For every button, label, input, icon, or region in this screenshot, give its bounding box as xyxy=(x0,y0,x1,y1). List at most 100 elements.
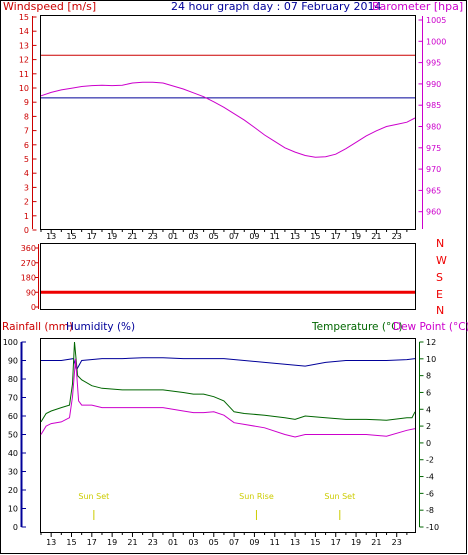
barometer-tick-label: 970 xyxy=(426,165,441,174)
x-axis-top-label: 13 xyxy=(290,232,300,241)
humidity-tick-label: 50 xyxy=(8,431,18,440)
humidity-tick-label: 90 xyxy=(8,357,18,366)
x-axis-top-label: 01 xyxy=(168,232,178,241)
humidity-label: Humidity (%) xyxy=(66,321,135,333)
temperature-tick-label: -8 xyxy=(426,506,434,515)
temperature-line xyxy=(40,341,416,423)
windspeed-tick-label: 5 xyxy=(24,155,29,164)
x-axis-top-label: 17 xyxy=(87,232,97,241)
windspeed-label: Windspeed [m/s] xyxy=(3,0,96,13)
humidity-tick-label: 100 xyxy=(3,338,18,347)
barometer-tick-label: 965 xyxy=(426,186,441,195)
barometer-label: Barometer [hpa] xyxy=(372,0,463,13)
barometer-tick-label: 960 xyxy=(426,208,441,217)
x-axis-bottom-label: 01 xyxy=(168,538,178,547)
panel-wind-pressure-series xyxy=(40,54,416,158)
windspeed-tick-label: 14 xyxy=(19,27,29,36)
windspeed-tick-label: 13 xyxy=(19,41,29,50)
wind-direction-axis: 360 270 180 90 0 xyxy=(21,244,39,312)
x-axis-top-label: 03 xyxy=(188,232,198,241)
x-axis-top-label: 07 xyxy=(229,232,239,241)
compass-label: S xyxy=(436,271,443,284)
humidity-axis: 0 10 20 30 40 50 60 70 80 90 100 xyxy=(3,338,26,532)
humidity-tick-label: 80 xyxy=(8,375,18,384)
humidity-tick-label: 30 xyxy=(8,468,18,477)
windspeed-tick-label: 15 xyxy=(19,13,29,22)
direction-tick-label: 360 xyxy=(21,244,36,253)
compass-label: E xyxy=(436,288,443,301)
dewpoint-line xyxy=(40,358,416,438)
barometer-tick-label: 990 xyxy=(426,80,441,89)
x-axis-bottom-label: 11 xyxy=(270,538,280,547)
x-axis-top-label: 17 xyxy=(331,232,341,241)
x-axis-bottom-label: 13 xyxy=(46,538,56,547)
humidity-tick-label: 40 xyxy=(8,449,18,458)
rainfall-label: Rainfall (mm) xyxy=(2,321,73,333)
panel-wind-direction xyxy=(40,243,416,310)
dewpoint-label: Dew Point (°C) xyxy=(393,321,468,333)
humidity-tick-label: 60 xyxy=(8,412,18,421)
compass-label: N xyxy=(436,304,444,317)
windspeed-tick-label: 11 xyxy=(19,70,29,79)
x-axis-top-label: 19 xyxy=(107,232,117,241)
x-axis-bottom-label: 03 xyxy=(188,538,198,547)
x-axis-top-label: 11 xyxy=(270,232,280,241)
x-axis-top-label: 23 xyxy=(148,232,158,241)
temperature-tick-label: 2 xyxy=(426,422,431,431)
humidity-tick-label: 10 xyxy=(8,505,18,514)
x-axis-top-label: 15 xyxy=(310,232,320,241)
temperature-tick-label: 4 xyxy=(426,405,431,414)
temperature-tick-label: 0 xyxy=(426,439,431,448)
x-axis-bottom-label: 13 xyxy=(290,538,300,547)
windspeed-tick-label: 1 xyxy=(24,212,29,221)
sun-marker-label: Sun Set xyxy=(78,492,109,501)
temperature-tick-label: 10 xyxy=(426,355,436,364)
sun-markers: Sun Set Sun Rise Sun Set xyxy=(78,492,355,520)
direction-tick-label: 180 xyxy=(21,274,36,283)
x-axis-bottom-label: 19 xyxy=(107,538,117,547)
x-axis-bottom-label: 15 xyxy=(310,538,320,547)
windspeed-tick-label: 6 xyxy=(24,141,29,150)
windspeed-tick-label: 2 xyxy=(24,198,29,207)
x-axis-top-label: 21 xyxy=(371,232,381,241)
windspeed-tick-label: 10 xyxy=(19,84,29,93)
chart-title: 24 hour graph day : 07 February 2014 xyxy=(171,0,382,13)
temperature-tick-label: 12 xyxy=(426,338,436,347)
barometer-line xyxy=(40,81,416,158)
x-axis-top-label: 09 xyxy=(249,232,259,241)
panel-wind-pressure xyxy=(40,15,416,230)
temperature-axis: -10 -8 -6 -4 -2 0 2 4 6 8 10 12 xyxy=(419,338,439,532)
barometer-tick-label: 1000 xyxy=(426,37,446,46)
x-axis-bottom-label: 23 xyxy=(148,538,158,547)
temperature-tick-label: 6 xyxy=(426,388,431,397)
sun-marker-label: Sun Rise xyxy=(239,492,274,501)
direction-tick-label: 270 xyxy=(21,259,36,268)
temperature-tick-label: -4 xyxy=(426,473,434,482)
barometer-tick-label: 985 xyxy=(426,101,441,110)
x-axis-bottom-label: 07 xyxy=(229,538,239,547)
panel-humidity-temperature-series xyxy=(40,341,416,438)
x-axis-top-label: 05 xyxy=(209,232,219,241)
windspeed-tick-label: 3 xyxy=(24,183,29,192)
humidity-line xyxy=(41,357,416,372)
temperature-tick-label: -2 xyxy=(426,456,434,465)
direction-tick-label: 90 xyxy=(26,288,36,297)
x-axis-bottom-label: 05 xyxy=(209,538,219,547)
x-axis-top-label: 23 xyxy=(392,232,402,241)
x-axis-top-label: 15 xyxy=(66,232,76,241)
x-axis-bottom-label: 15 xyxy=(66,538,76,547)
windspeed-tick-label: 9 xyxy=(24,98,29,107)
x-axis-bottom-label: 21 xyxy=(371,538,381,547)
windspeed-tick-label: 0 xyxy=(24,226,29,235)
windspeed-tick-label: 4 xyxy=(24,169,29,178)
temperature-tick-label: 8 xyxy=(426,372,431,381)
humidity-tick-label: 20 xyxy=(8,486,18,495)
panel-humidity-temperature xyxy=(40,338,416,533)
x-axis-bottom-label: 17 xyxy=(331,538,341,547)
temperature-tick-label: -6 xyxy=(426,489,434,498)
compass-label: N xyxy=(436,237,444,250)
